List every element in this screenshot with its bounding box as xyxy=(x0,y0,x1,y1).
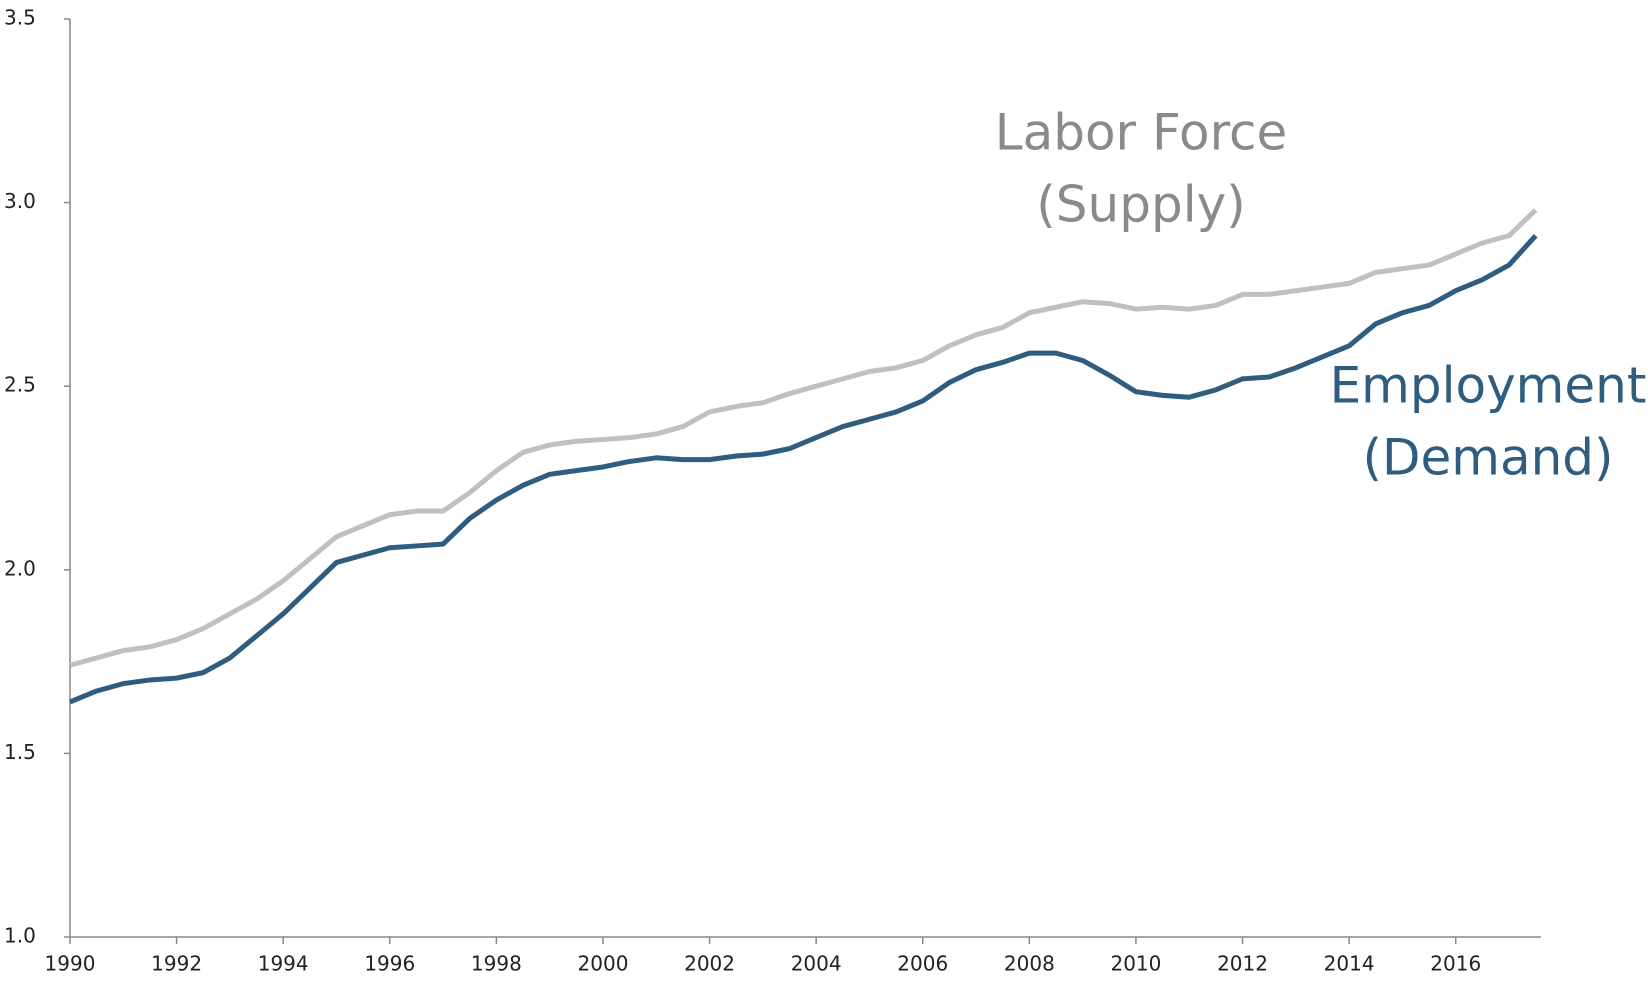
x-tick-label: 1996 xyxy=(364,952,415,976)
series-label: Labor Force xyxy=(995,104,1288,162)
series-note: (Supply) xyxy=(1036,176,1245,234)
x-tick-label: 2016 xyxy=(1430,952,1481,976)
x-tick-label: 2008 xyxy=(1004,952,1055,976)
x-tick-label: 2014 xyxy=(1324,952,1375,976)
series-label: Employment xyxy=(1330,357,1647,415)
x-tick-label: 1990 xyxy=(45,952,96,976)
x-tick-label: 2004 xyxy=(791,952,842,976)
y-tick-label: 2.0 xyxy=(4,556,36,580)
y-tick-label: 1.0 xyxy=(4,924,36,948)
x-tick-label: 2006 xyxy=(897,952,948,976)
x-tick-label: 2012 xyxy=(1217,952,1268,976)
y-tick-label: 3.5 xyxy=(4,6,36,30)
x-tick-label: 2002 xyxy=(684,952,735,976)
x-tick-label: 1992 xyxy=(151,952,202,976)
y-tick-label: 1.5 xyxy=(4,740,36,764)
x-tick-label: 2010 xyxy=(1110,952,1161,976)
series-note: (Demand) xyxy=(1362,429,1613,487)
series-line xyxy=(69,208,1538,668)
y-tick-label: 3.0 xyxy=(4,189,36,213)
x-tick-label: 1998 xyxy=(471,952,522,976)
series-line xyxy=(69,233,1538,705)
x-tick-label: 1994 xyxy=(258,952,309,976)
x-tick-label: 2000 xyxy=(578,952,629,976)
y-tick-label: 2.5 xyxy=(4,373,36,397)
